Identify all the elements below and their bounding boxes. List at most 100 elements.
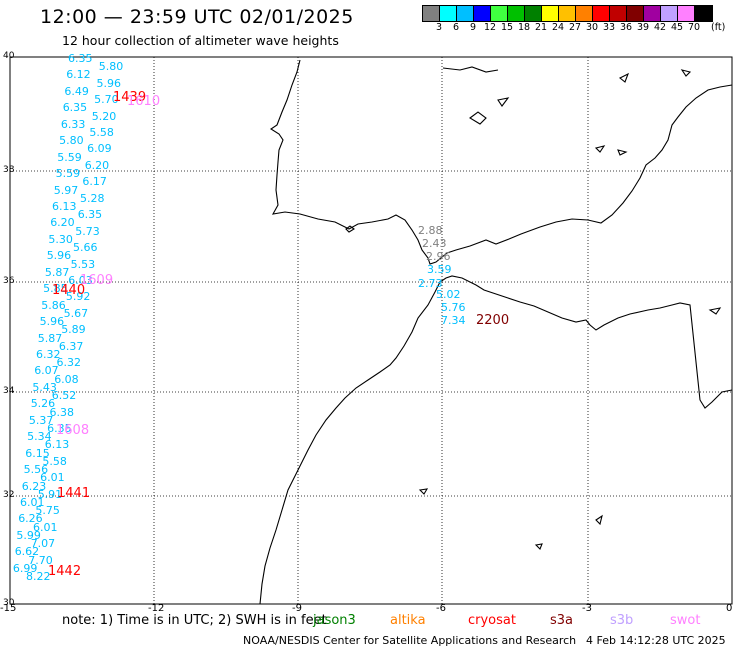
lon-label: -6 [436,603,446,614]
coast-cadiz-detail [345,225,355,233]
wave-height-value: 6.20 [50,216,75,230]
wave-height-value: 5.34 [27,430,52,444]
wave-height-value: 5.20 [91,109,117,123]
wave-height-value: 6.99 [12,561,38,575]
wave-height-value: 5.67 [63,306,89,320]
coastal-wave-value: 2.43 [422,237,447,250]
pass-time-label: 1442 [48,564,82,579]
wave-height-value: 5.73 [75,224,100,238]
wave-height-value: 6.15 [25,446,50,460]
lat-label: 36 [3,276,15,286]
wave-height-value: 5.59 [57,150,82,164]
wave-height-value: 5.86 [41,298,66,312]
colorbar-label: 3 [435,22,443,33]
coast-islands [418,69,722,550]
wave-height-value: 5.75 [35,504,60,518]
coastal-wave-value: 2.96 [426,250,451,263]
satellite-legend-jason3: jason3 [313,613,356,628]
footer-note: note: 1) Time is in UTC; 2) SWH is in fe… [62,613,327,628]
lat-label: 40 [3,51,15,61]
coast-morocco [259,275,733,605]
colorbar-swatch [661,6,678,21]
lat-label: 38 [3,165,15,175]
wave-height-value: 6.07 [34,364,59,378]
wave-height-value: 6.17 [82,175,107,189]
wave-height-value: 5.28 [80,191,105,205]
map-subtitle: 12 hour collection of altimeter wave hei… [62,33,339,48]
wave-height-value: 5.96 [39,315,65,329]
wave-height-value: 5.85 [43,282,68,296]
lat-label: 34 [3,386,15,396]
pass-time-label: 1441 [57,486,91,501]
wave-height-value: 5.53 [70,257,96,271]
lat-label: 30 [3,598,15,608]
wave-height-value: 5.92 [65,290,91,304]
colorbar-swatch [474,6,491,21]
pass-time-label: 1439 [113,90,147,105]
wave-height-value: 5.80 [59,134,84,148]
colorbar-label: 12 [483,22,497,33]
colorbar-label: 15 [500,22,514,33]
colorbar-swatch [457,6,474,21]
coastal-wave-value: 5.02 [436,288,461,301]
credit-line: NOAA/NESDIS Center for Satellite Applica… [243,634,577,647]
colorbar-swatch [559,6,576,21]
map-frame [9,56,733,605]
lon-label: -15 [0,603,17,614]
wave-height-value: 5.43 [32,380,57,394]
wave-height-value: 6.13 [52,200,77,213]
colorbar-swatch [576,6,593,21]
coastal-wave-value: 5.76 [441,301,466,314]
colorbar-label: 24 [551,22,565,33]
wave-height-value: 6.01 [20,496,45,509]
lon-label: -3 [582,603,592,614]
coastal-wave-value: 2.88 [418,224,443,237]
pass-time-label: 1610 [127,94,161,109]
wave-height-colorbar [422,5,713,22]
wave-height-value: 5.58 [42,454,67,468]
wave-height-value: 5.91 [37,487,63,501]
pass-time-label: 2200 [476,313,510,328]
wave-height-value: 6.35 [77,208,103,222]
pass-time-label: 1609 [80,273,114,288]
wave-height-value: 6.33 [60,117,86,131]
colorbar-swatch [610,6,627,21]
colorbar-label: 27 [568,22,582,33]
colorbar-swatch [542,6,559,21]
wave-height-value: 5.97 [53,183,79,197]
map-title: 12:00 — 23:59 UTC 02/01/2025 [40,6,354,28]
wave-height-value: 5.87 [37,331,63,345]
colorbar-label: 42 [653,22,667,33]
colorbar-swatch [491,6,508,21]
wave-height-value: 5.99 [16,528,41,542]
wave-height-value: 6.32 [36,348,61,361]
wave-height-value: 5.87 [44,265,70,279]
wave-height-value: 6.62 [14,545,40,559]
satellite-legend-cryosat: cryosat [468,613,516,628]
wave-height-value: 7.07 [30,537,56,551]
wave-height-value: 5.37 [28,413,54,427]
coast-france [442,66,499,73]
wave-height-value: 6.13 [44,438,70,452]
wave-height-value: 6.01 [33,520,58,534]
colorbar-label: 39 [636,22,650,33]
colorbar-label: 30 [585,22,599,33]
wave-height-value: 5.66 [73,241,98,255]
wave-height-value: 5.56 [23,463,49,477]
colorbar-swatch [508,6,525,21]
lon-label: -9 [292,603,302,614]
wave-height-value: 6.38 [49,405,75,419]
wave-height-value: 7.70 [28,553,53,567]
lat-label: 32 [3,490,15,500]
wave-height-value: 6.03 [68,274,93,287]
colorbar-label: 45 [670,22,684,33]
colorbar-label: 36 [619,22,633,33]
wave-height-value: 5.30 [48,232,73,246]
colorbar-label: 9 [469,22,477,33]
pass-time-label: 1440 [52,283,86,298]
colorbar-label: 18 [517,22,531,33]
colorbar-swatch [695,6,712,21]
colorbar-unit: (ft) [711,22,726,33]
graticule [10,57,732,604]
lon-label: -12 [148,603,165,614]
